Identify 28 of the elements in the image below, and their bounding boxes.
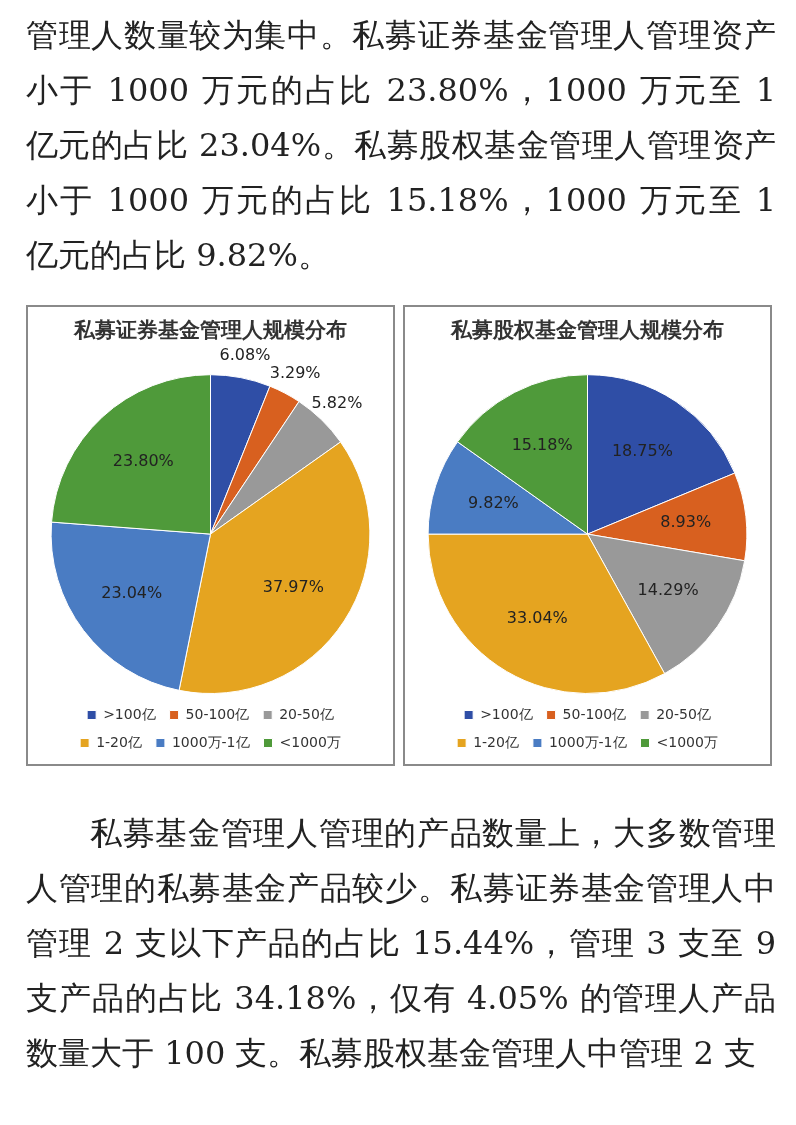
data-label: 5.82%: [311, 393, 363, 413]
legend-label: >100亿: [103, 705, 156, 722]
data-label: 23.04%: [101, 582, 163, 602]
chart-title: 私募股权基金管理人规模分布: [450, 318, 724, 343]
legend-label: >100亿: [480, 705, 533, 722]
text: 管理人数量较为集中。私募证券基金管理人管理资产小于 1000 万元的占比 23.80%，1000 万元至 1 亿元的占比 23.04%。私募股权基金管理人管理资产小于 1000 万元的占比 15.18%，1000 万元至 1 亿元的占比 9.82%。: [26, 15, 776, 276]
data-label: 14.29%: [637, 580, 699, 600]
data-label: 23.80%: [112, 450, 174, 470]
data-label: 9.82%: [467, 493, 519, 513]
legend-label: 1000万-1亿: [171, 733, 250, 750]
data-label: 15.18%: [511, 435, 573, 455]
data-label: 3.29%: [269, 362, 321, 382]
legend-label: 1000万-1亿: [548, 733, 627, 750]
legend-label: <1000万: [656, 733, 718, 750]
data-label: 6.08%: [219, 345, 271, 365]
legend-label: 50-100亿: [562, 705, 627, 722]
data-label: 33.04%: [506, 608, 568, 628]
legend-label: 1-20亿: [473, 733, 519, 750]
legend-label: 50-100亿: [185, 705, 250, 722]
data-label: 18.75%: [611, 441, 673, 461]
data-label: 37.97%: [262, 577, 324, 597]
chart-title: 私募证券基金管理人规模分布: [73, 318, 347, 343]
legend-label: 20-50亿: [656, 705, 711, 722]
text: 私募基金管理人管理的产品数量上，大多数管理人管理的私募基金产品较少。私募证券基金管理人中管理 2 支以下产品的占比 15.44%，管理 3 支至 9 支产品的占比 34.18%，仅有 4.05% 的管理人产品数量大于 100 支。私募股权基金管理人中管理 2 支: [26, 813, 777, 1074]
legend-label: 20-50亿: [279, 705, 334, 722]
legend-label: <1000万: [279, 733, 341, 750]
data-label: 8.93%: [660, 512, 712, 532]
legend-label: 1-20亿: [96, 733, 142, 750]
